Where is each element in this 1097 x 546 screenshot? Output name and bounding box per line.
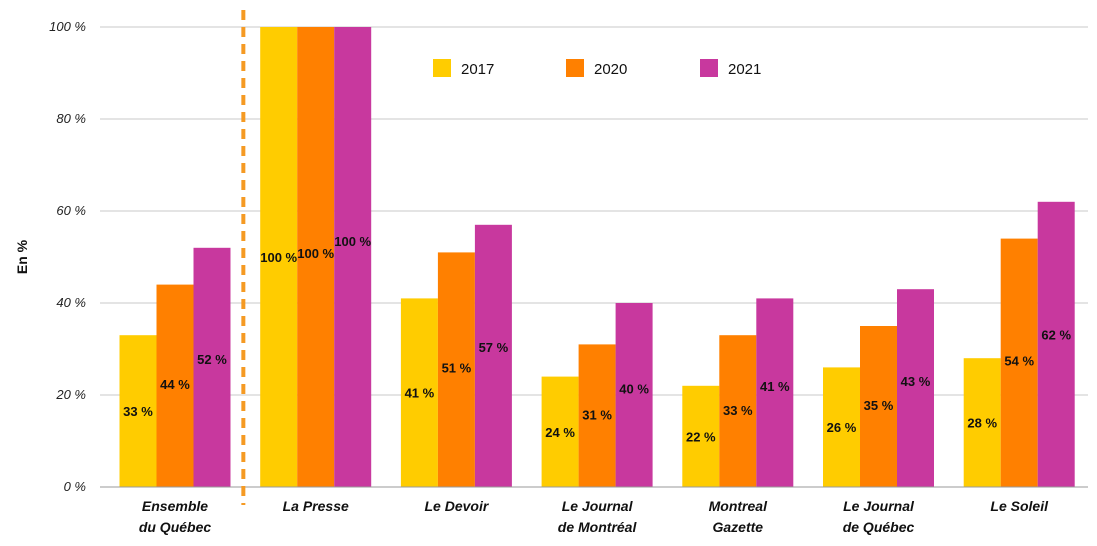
data-label: 28 % <box>967 416 997 431</box>
bar-2017-5 <box>823 367 860 487</box>
bar-2017-2 <box>400 298 438 487</box>
category-label: du Québec <box>139 519 212 535</box>
bar-2021-3 <box>615 303 653 487</box>
legend-label-2017: 2017 <box>461 61 494 78</box>
category-label: Le Journal <box>843 498 915 514</box>
y-tick-label: 40 % <box>56 295 86 310</box>
data-label: 57 % <box>479 340 509 355</box>
y-tick-label: 100 % <box>49 19 86 34</box>
data-label: 100 % <box>334 234 371 249</box>
bar-2021-4 <box>756 298 794 487</box>
bar-2020-5 <box>860 326 897 487</box>
bar-2021-0 <box>193 247 231 487</box>
data-label: 31 % <box>582 407 612 422</box>
y-tick-label: 0 % <box>64 479 86 494</box>
bar-2020-2 <box>437 252 475 487</box>
bar-2017-0 <box>119 335 157 487</box>
data-label: 44 % <box>160 377 190 392</box>
data-label: 51 % <box>442 361 472 376</box>
category-label: Le Devoir <box>424 498 489 514</box>
legend-swatch-2020 <box>566 59 584 77</box>
bar-2020-0 <box>156 284 194 487</box>
bar-2020-4 <box>719 335 757 487</box>
category-label: La Presse <box>283 498 349 514</box>
bar-2017-4 <box>682 385 720 487</box>
data-label: 54 % <box>1004 354 1034 369</box>
bar-2021-2 <box>474 224 512 488</box>
bar-2021-6 <box>1037 201 1075 488</box>
category-label: de Québec <box>843 519 915 535</box>
bar-2017-6 <box>963 358 1001 487</box>
bar-2021-1 <box>334 27 372 487</box>
bar-2017-1 <box>260 27 298 487</box>
data-label: 33 % <box>123 404 153 419</box>
data-label: 22 % <box>686 429 716 444</box>
bar-2020-6 <box>1000 238 1038 487</box>
data-label: 24 % <box>545 425 575 440</box>
bar-2020-1 <box>297 27 335 487</box>
legend-swatch-2021 <box>700 59 718 77</box>
data-label: 41 % <box>405 386 435 401</box>
y-axis-label: En % <box>14 239 30 274</box>
bar-2017-3 <box>541 376 579 487</box>
category-label: Le Soleil <box>990 498 1049 514</box>
data-label: 40 % <box>619 382 649 397</box>
category-label: Gazette <box>713 519 764 535</box>
data-label: 33 % <box>723 403 753 418</box>
category-label: Montreal <box>709 498 768 514</box>
data-label: 62 % <box>1041 327 1071 342</box>
data-label: 100 % <box>297 246 334 261</box>
legend-label-2020: 2020 <box>594 61 627 78</box>
bar-2020-3 <box>578 344 616 487</box>
bar-2021-5 <box>897 289 934 487</box>
y-tick-label: 80 % <box>56 111 86 126</box>
legend-swatch-2017 <box>433 59 451 77</box>
data-label: 41 % <box>760 379 790 394</box>
y-tick-label: 60 % <box>56 203 86 218</box>
data-label: 100 % <box>260 250 297 265</box>
data-label: 52 % <box>197 352 227 367</box>
data-label: 26 % <box>827 420 857 435</box>
legend-label-2021: 2021 <box>728 61 761 78</box>
category-label: de Montréal <box>558 519 638 535</box>
data-label: 43 % <box>901 374 931 389</box>
category-label: Ensemble <box>142 498 208 514</box>
y-tick-label: 20 % <box>55 387 86 402</box>
data-label: 35 % <box>864 398 894 413</box>
category-label: Le Journal <box>562 498 634 514</box>
